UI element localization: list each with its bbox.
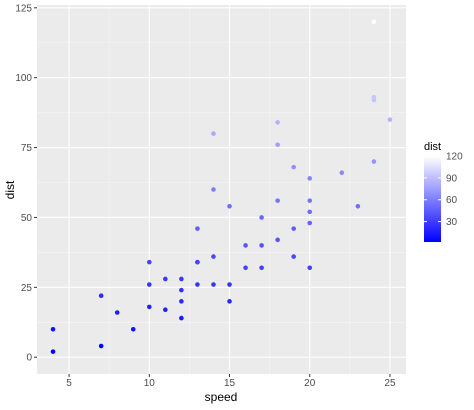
data-point <box>243 243 248 248</box>
x-tick-label: 5 <box>66 378 72 389</box>
y-tick-label: 100 <box>15 73 32 84</box>
major-gridlines <box>37 5 406 374</box>
data-point <box>259 243 264 248</box>
data-point <box>211 187 216 192</box>
data-point <box>339 170 345 176</box>
data-point <box>211 254 216 259</box>
legend-tick-label: 30 <box>446 217 458 228</box>
x-axis-title: speed <box>205 390 238 404</box>
plot-panel <box>37 5 406 374</box>
data-point <box>291 164 296 170</box>
data-point <box>163 307 168 313</box>
x-tick-label: 20 <box>304 378 316 389</box>
x-tick-labels: 5 10 15 20 25 <box>66 378 396 389</box>
data-point <box>50 349 56 354</box>
data-point <box>307 220 313 226</box>
data-point <box>179 315 184 321</box>
data-point <box>371 159 377 164</box>
data-point <box>195 259 200 265</box>
data-point <box>130 326 136 332</box>
data-point <box>163 276 168 282</box>
data-point <box>179 276 184 282</box>
legend-tick-label: 120 <box>446 152 463 163</box>
data-point <box>307 198 313 203</box>
data-point <box>243 265 248 271</box>
x-tick-label: 10 <box>144 378 156 389</box>
x-tick-label: 25 <box>384 378 396 389</box>
data-point <box>307 209 313 215</box>
data-point <box>259 215 264 220</box>
y-tick-label: 50 <box>21 213 33 224</box>
data-point <box>147 282 152 287</box>
data-point <box>259 265 264 271</box>
data-point <box>211 282 216 287</box>
legend-tick-label: 90 <box>446 173 458 184</box>
data-point <box>50 326 56 332</box>
minor-gridlines <box>37 5 406 374</box>
data-point <box>227 299 232 304</box>
y-tick-label: 75 <box>21 143 33 154</box>
legend-ticks: 30 60 90 120 <box>424 152 463 228</box>
data-point <box>275 120 280 125</box>
data-point <box>291 226 296 231</box>
y-tick-label: 25 <box>21 283 33 294</box>
data-point <box>371 94 377 100</box>
data-point <box>147 304 152 310</box>
data-point <box>211 131 216 136</box>
data-point <box>114 310 120 315</box>
data-point <box>179 287 184 293</box>
data-point <box>98 343 104 349</box>
data-point <box>195 226 200 231</box>
y-tick-label: 0 <box>26 353 32 364</box>
y-tick-labels: 0 25 50 75 100 125 <box>15 3 32 363</box>
legend-tick-label: 60 <box>446 195 458 206</box>
axis-ticks <box>34 7 391 377</box>
data-point <box>179 299 184 304</box>
data-point <box>98 293 104 299</box>
data-points <box>50 19 393 354</box>
legend-title: dist <box>424 141 441 153</box>
data-point <box>371 19 377 25</box>
data-point <box>307 265 313 271</box>
data-point <box>275 142 280 148</box>
legend-colorbar <box>424 156 441 242</box>
legend: dist 30 60 90 120 <box>424 141 463 242</box>
data-point <box>355 203 361 209</box>
data-point <box>307 176 313 181</box>
y-tick-label: 125 <box>15 3 32 14</box>
data-point <box>387 117 393 122</box>
y-axis-title: dist <box>3 180 17 199</box>
data-point <box>275 237 280 243</box>
data-point <box>227 203 232 209</box>
data-point <box>147 259 152 265</box>
data-point <box>291 254 296 259</box>
data-point <box>227 282 232 287</box>
data-point <box>275 198 280 203</box>
data-point <box>195 282 200 287</box>
x-tick-label: 15 <box>224 378 236 389</box>
